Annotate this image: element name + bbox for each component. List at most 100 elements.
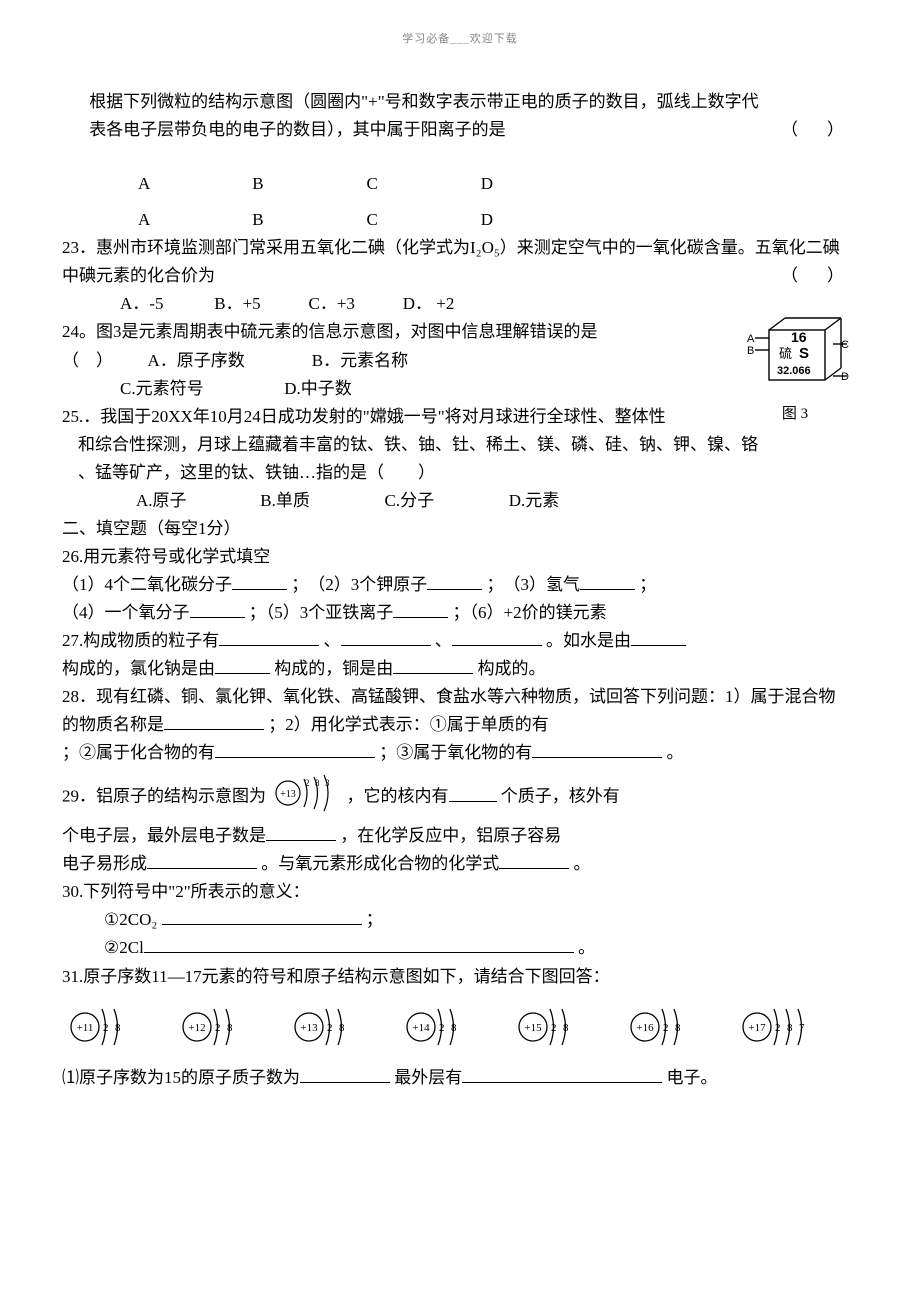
q22-paren: （ ） <box>754 116 850 144</box>
q27: 27.构成物质的粒子有 、 、 。如水是由 <box>62 627 850 655</box>
q29-e: ，在化学反应中，铝原子容易 <box>340 826 561 845</box>
q23-text: 23．惠州市环境监测部门常采用五氧化二碘（化学式为I₂O₅）来测定空气中的一氧化… <box>62 234 850 290</box>
svg-text:2: 2 <box>103 1022 109 1034</box>
q25-opt-a: A.原子 <box>136 487 256 515</box>
q30-i2-b: 。 <box>578 938 595 957</box>
q23-opt-d: D． +2 <box>403 290 493 318</box>
q23-opt-a: A．-5 <box>120 290 210 318</box>
svg-text:+12: +12 <box>188 1022 205 1034</box>
svg-text:2: 2 <box>775 1022 781 1034</box>
q31-s1-a: ⑴原子序数为15的原子质子数为 <box>62 1068 300 1087</box>
q25-line1: 25.．我国于20XX年10月24日成功发射的"嫦娥一号"将对月球进行全球性、整… <box>62 403 850 431</box>
q28-c: ；②属于化合物的有 <box>62 743 215 762</box>
q24-opts-row2: C.元素符号 D.中子数 <box>62 375 850 403</box>
cube-mass: 32.066 <box>777 365 811 377</box>
blank <box>300 1066 390 1083</box>
blank <box>219 629 319 646</box>
blank <box>266 824 336 841</box>
q28-d: ；③属于氧化物的有 <box>379 743 532 762</box>
q26-p1: （1）4个二氧化碳分子 ； （2）3个钾原子 ； （3）氢气 ； <box>62 571 850 599</box>
q29-line1: 29．铝原子的结构示意图为 +13 2 8 3 ，它的核内有 个质子，核外有 <box>62 773 850 822</box>
q29-g: 。与氧元素形成化合物的化学式 <box>261 854 499 873</box>
page-header: 学习必备___欢迎下载 <box>0 30 920 48</box>
blank <box>449 785 497 802</box>
q31-s1-b: 最外层有 <box>394 1068 462 1087</box>
blank <box>144 936 574 953</box>
q31-atom-row: +11 28 +12 28 +13 28 +14 28 +15 28 <box>62 997 850 1064</box>
blank <box>393 657 473 674</box>
svg-text:+13: +13 <box>300 1022 318 1034</box>
atom-diagram: +14 28 <box>404 1001 508 1062</box>
q24-opt-b: B．元素名称 <box>312 347 472 375</box>
q29-c: 个质子，核外有 <box>501 787 620 806</box>
q26-p2-b: ；（5）3个亚铁离子 <box>249 603 394 622</box>
cube-name: 硫 <box>779 346 792 361</box>
svg-text:+13: +13 <box>280 789 296 800</box>
q22-line2: 表各电子层带负电的电子的数目），其中属于阳离子的是 （ ） <box>62 116 850 144</box>
q29-line3: 电子易形成 。与氧元素形成化合物的化学式 。 <box>62 850 850 878</box>
blank <box>393 601 448 618</box>
q24-opt-a: A．原子序数 <box>148 347 308 375</box>
q28-b: ；2）用化学式表示：①属于单质的有 <box>268 715 549 734</box>
q22-opt-d-2: D <box>481 206 591 234</box>
svg-text:2: 2 <box>305 778 310 788</box>
section-2-title: 二、填空题（每空1分） <box>62 515 850 543</box>
q23-opt-b: B．+5 <box>214 290 304 318</box>
q22-opt-a-2: A <box>138 206 248 234</box>
q28-e: 。 <box>667 743 684 762</box>
q24-opts-row1: （ ） A．原子序数 B．元素名称 <box>62 347 850 375</box>
figure-3-caption: 图 3 <box>740 402 850 427</box>
blank <box>232 573 287 590</box>
q31-title: 31.原子序数11—17元素的符号和原子结构示意图如下，请结合下图回答： <box>62 963 850 991</box>
q29-d: 个电子层，最外层电子数是 <box>62 826 266 845</box>
q22-labels-row-2: A B C D <box>62 206 850 234</box>
svg-text:+14: +14 <box>412 1022 430 1034</box>
q29-f: 电子易形成 <box>62 854 147 873</box>
q26-p2-a: （4）一个氧分子 <box>62 603 190 622</box>
svg-text:8: 8 <box>451 1022 457 1034</box>
blank <box>462 1066 662 1083</box>
blank <box>499 852 569 869</box>
q24-paren: （ ） <box>62 351 113 370</box>
cube-label-b: B <box>747 345 754 357</box>
q27-c: 、 <box>435 631 452 650</box>
q27-g: 构成的。 <box>478 659 546 678</box>
svg-text:2: 2 <box>215 1022 221 1034</box>
svg-text:+17: +17 <box>748 1022 766 1034</box>
svg-text:+11: +11 <box>77 1022 94 1034</box>
q23-paren: （ ） <box>781 262 850 290</box>
q22-line2-text: 表各电子层带负电的电子的数目），其中属于阳离子的是 <box>89 120 506 139</box>
q25-options: A.原子 B.单质 C.分子 D.元素 <box>62 487 850 515</box>
blank <box>215 741 375 758</box>
q30-item2: ②2Cl 。 <box>62 934 850 962</box>
q25-line3: 、锰等矿产，这里的钛、铁铀…指的是（ ） <box>62 459 850 487</box>
q25-line2: 和综合性探测，月球上蕴藏着丰富的钛、铁、铀、钍、稀土、镁、磷、硅、钠、钾、镍、铬 <box>62 431 850 459</box>
svg-text:8: 8 <box>115 1022 121 1034</box>
blank <box>190 601 245 618</box>
svg-text:3: 3 <box>325 778 330 788</box>
cube-label-c: C <box>841 339 849 351</box>
q30-i1-a: ①2CO₂ <box>104 910 162 929</box>
q28: 28．现有红磷、铜、氯化钾、氧化铁、高锰酸钾、食盐水等六种物质，试回答下列问题：… <box>62 683 850 739</box>
q29-h: 。 <box>574 854 591 873</box>
q25-opt-b: B.单质 <box>260 487 380 515</box>
q22-labels-row-1: A B C D <box>62 170 850 198</box>
q26-p1-b: ； （2）3个钾原子 <box>291 575 427 594</box>
q22-opt-b-2: B <box>252 206 362 234</box>
blank <box>162 908 362 925</box>
blank <box>427 573 482 590</box>
q25-opt-d: D.元素 <box>509 487 629 515</box>
q26-p2-c: ；（6）+2价的镁元素 <box>453 603 607 622</box>
cube-label-a: A <box>747 333 755 345</box>
svg-text:8: 8 <box>339 1022 345 1034</box>
q29-line2: 个电子层，最外层电子数是 ，在化学反应中，铝原子容易 <box>62 822 850 850</box>
q22-opt-b-1: B <box>252 170 362 198</box>
q27-e: 构成的，氯化钠是由 <box>62 659 215 678</box>
svg-text:2: 2 <box>663 1022 669 1034</box>
atom-diagram: +11 28 <box>68 1001 172 1062</box>
q23-body: 23．惠州市环境监测部门常采用五氧化二碘（化学式为I₂O₅）来测定空气中的一氧化… <box>62 238 840 285</box>
q27-b: 、 <box>324 631 341 650</box>
q25-opt-c: C.分子 <box>385 487 505 515</box>
blank <box>341 629 431 646</box>
q30-i2-a: ②2Cl <box>104 938 144 957</box>
